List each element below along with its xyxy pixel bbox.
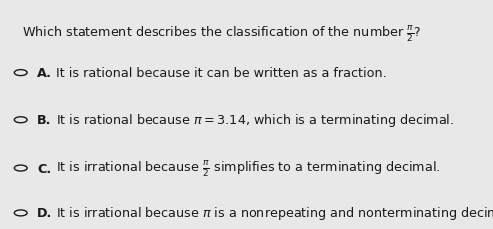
Text: B.: B. — [37, 114, 51, 127]
Text: It is rational because it can be written as a fraction.: It is rational because it can be written… — [48, 67, 387, 80]
Text: C.: C. — [37, 162, 51, 175]
Text: D.: D. — [37, 207, 52, 219]
Text: A.: A. — [37, 67, 52, 80]
Text: Which statement describes the classification of the number $\frac{\pi}{2}$?: Which statement describes the classifica… — [22, 24, 422, 43]
Text: It is irrational because $\frac{\pi}{2}$ simplifies to a terminating decimal.: It is irrational because $\frac{\pi}{2}$… — [48, 159, 441, 178]
Text: It is irrational because $\pi$ is a nonrepeating and nonterminating decimal.: It is irrational because $\pi$ is a nonr… — [48, 204, 493, 221]
Text: It is rational because $\pi = 3.14$, which is a terminating decimal.: It is rational because $\pi = 3.14$, whi… — [48, 112, 455, 129]
